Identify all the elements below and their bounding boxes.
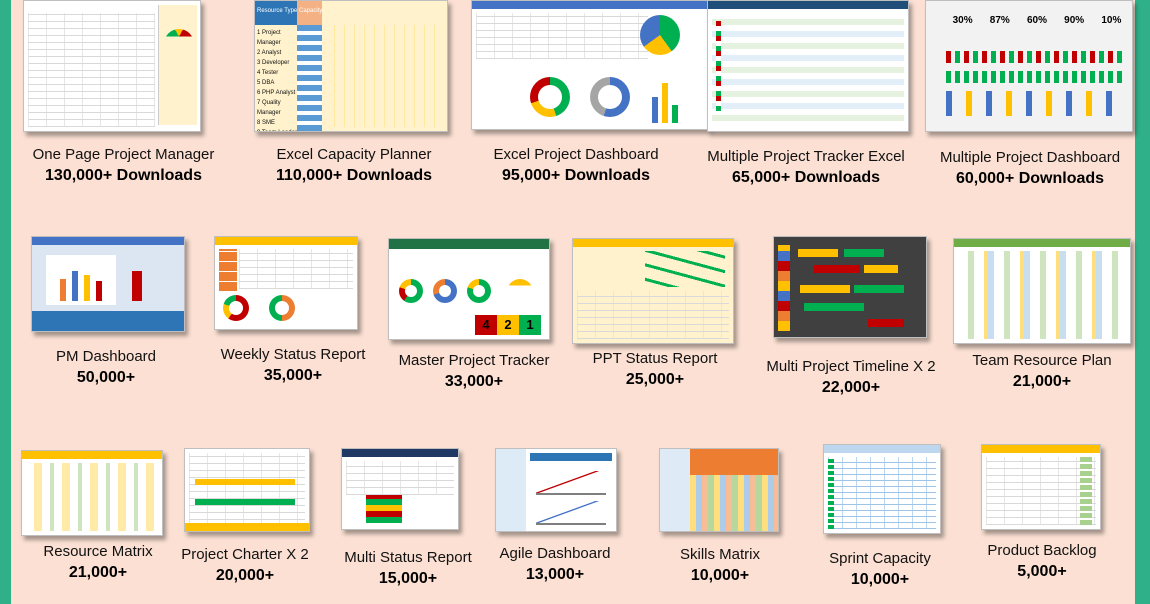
card-multiple-project-tracker[interactable]: Multiple Project Tracker Excel 65,000+ D… (701, 0, 911, 190)
download-count: 25,000+ (625, 371, 685, 388)
percent-value: 87% (989, 15, 1010, 26)
capacity-role: 4 Tester (257, 70, 279, 76)
product-title[interactable]: Resource Matrix (43, 543, 153, 560)
download-count: 15,000+ (378, 570, 438, 587)
product-board: One Page Project Manager 130,000+ Downlo… (11, 0, 1135, 604)
capacity-role: 7 Quality Manager (257, 100, 281, 116)
product-title[interactable]: Sprint Capacity (829, 550, 931, 567)
download-count: 130,000+ Downloads (45, 167, 202, 184)
card-agile-dashboard[interactable]: Agile Dashboard 13,000+ (485, 448, 625, 598)
capacity-role: 2 Analyst (257, 50, 282, 56)
thumbnail-multiple-project-dashboard[interactable]: 30% 87% 60% 90% 10% (925, 0, 1133, 132)
download-count: 20,000+ (215, 567, 275, 584)
thumbnail-excel-capacity-planner[interactable]: Resource Type Capacity 1 Project Manager… (254, 0, 448, 132)
product-title[interactable]: Master Project Tracker (398, 352, 550, 369)
download-count: 35,000+ (263, 367, 323, 384)
download-count: 33,000+ (444, 373, 504, 390)
download-count: 10,000+ (690, 567, 750, 584)
product-title[interactable]: One Page Project Manager (32, 146, 215, 163)
download-count: 21,000+ (1012, 373, 1072, 390)
capacity-role: 6 PHP Analyst (257, 90, 296, 96)
card-project-charter[interactable]: Project Charter X 2 20,000+ (174, 448, 316, 598)
product-title[interactable]: PPT Status Report (592, 350, 718, 367)
product-title[interactable]: Multi Status Report (344, 549, 472, 566)
download-count: 13,000+ (525, 566, 585, 583)
download-count: 65,000+ Downloads (731, 169, 881, 186)
product-title[interactable]: Team Resource Plan (972, 352, 1112, 369)
capacity-role-list: 1 Project Manager 2 Analyst 3 Developer 4 T… (257, 28, 297, 131)
card-multiple-project-dashboard[interactable]: 30% 87% 60% 90% 10% Multiple Project Dashboa… (925, 0, 1135, 190)
capacity-role: 1 Project Manager (257, 30, 281, 46)
thumbnail-pm-dashboard[interactable] (31, 236, 185, 332)
card-resource-matrix[interactable]: Resource Matrix 21,000+ (17, 448, 179, 598)
capacity-role: 9 Team Leader (257, 128, 297, 131)
product-title[interactable]: Agile Dashboard (499, 545, 611, 562)
percent-value: 10% (1101, 15, 1122, 26)
thumbnail-one-page-project-manager[interactable] (23, 0, 201, 132)
card-weekly-status-report[interactable]: Weekly Status Report 35,000+ (204, 234, 382, 394)
download-count: 50,000+ (76, 369, 136, 386)
thumbnail-product-backlog[interactable] (981, 444, 1101, 530)
card-sprint-capacity[interactable]: Sprint Capacity 10,000+ (815, 444, 945, 594)
percent-value: 60% (1026, 15, 1047, 26)
thumbnail-team-resource-plan[interactable] (953, 238, 1131, 344)
thumbnail-weekly-status-report[interactable] (214, 236, 358, 330)
product-title[interactable]: Project Charter X 2 (181, 546, 309, 563)
card-multi-project-timeline[interactable]: Multi Project Timeline X 2 22,000+ (751, 234, 951, 404)
card-pm-dashboard[interactable]: PM Dashboard 50,000+ (21, 234, 191, 394)
download-count: 21,000+ (68, 564, 128, 581)
card-team-resource-plan[interactable]: Team Resource Plan 21,000+ (953, 234, 1131, 394)
capacity-header-capacity: Capacity (299, 8, 323, 14)
product-title[interactable]: Multiple Project Dashboard (939, 149, 1121, 166)
product-title[interactable]: Multi Project Timeline X 2 (766, 358, 936, 375)
thumbnail-project-charter[interactable] (184, 448, 310, 532)
card-excel-capacity-planner[interactable]: Resource Type Capacity 1 Project Manager… (254, 0, 454, 190)
download-count: 60,000+ Downloads (955, 170, 1105, 187)
status-number-box: 4 (475, 315, 497, 335)
status-number-box: 2 (497, 315, 519, 335)
thumbnail-multi-project-timeline[interactable] (773, 236, 927, 338)
product-title[interactable]: Excel Project Dashboard (493, 146, 659, 163)
percent-row: 30% 87% 60% 90% 10% (944, 15, 1130, 26)
card-product-backlog[interactable]: Product Backlog 5,000+ (977, 444, 1107, 594)
card-one-page-project-manager[interactable]: One Page Project Manager 130,000+ Downlo… (21, 0, 226, 190)
product-title[interactable]: Excel Capacity Planner (276, 146, 432, 163)
thumbnail-resource-matrix[interactable] (21, 450, 163, 536)
card-excel-project-dashboard[interactable]: Excel Project Dashboard 95,000+ Download… (471, 0, 709, 190)
product-title[interactable]: Product Backlog (987, 542, 1097, 559)
card-ppt-status-report[interactable]: PPT Status Report 25,000+ (565, 234, 745, 394)
product-title[interactable]: Skills Matrix (679, 546, 760, 563)
percent-value: 90% (1064, 15, 1085, 26)
card-multi-status-report[interactable]: Multi Status Report 15,000+ (333, 448, 483, 598)
thumbnail-ppt-status-report[interactable] (572, 238, 734, 344)
product-title[interactable]: Multiple Project Tracker Excel (707, 148, 905, 165)
capacity-role: 8 SME (257, 120, 276, 126)
product-title[interactable]: PM Dashboard (55, 348, 157, 365)
thumbnail-excel-project-dashboard[interactable] (471, 0, 709, 130)
capacity-header-resource: Resource Type (257, 8, 298, 14)
status-number-box: 1 (519, 315, 541, 335)
download-count: 110,000+ Downloads (275, 167, 433, 184)
download-count: 95,000+ Downloads (501, 167, 651, 184)
thumbnail-multi-status-report[interactable] (341, 448, 459, 530)
thumbnail-skills-matrix[interactable] (659, 448, 779, 532)
download-count: 22,000+ (821, 379, 881, 396)
download-count: 5,000+ (1017, 563, 1067, 580)
product-title[interactable]: Weekly Status Report (220, 346, 366, 363)
thumbnail-agile-dashboard[interactable] (495, 448, 617, 532)
thumbnail-sprint-capacity[interactable] (823, 444, 941, 534)
card-skills-matrix[interactable]: Skills Matrix 10,000+ (655, 448, 785, 598)
capacity-role: 5 DBA (257, 80, 275, 86)
thumbnail-multiple-project-tracker[interactable] (707, 0, 909, 132)
capacity-role: 3 Developer (257, 60, 290, 66)
download-count: 10,000+ (850, 571, 910, 588)
percent-value: 30% (952, 15, 973, 26)
